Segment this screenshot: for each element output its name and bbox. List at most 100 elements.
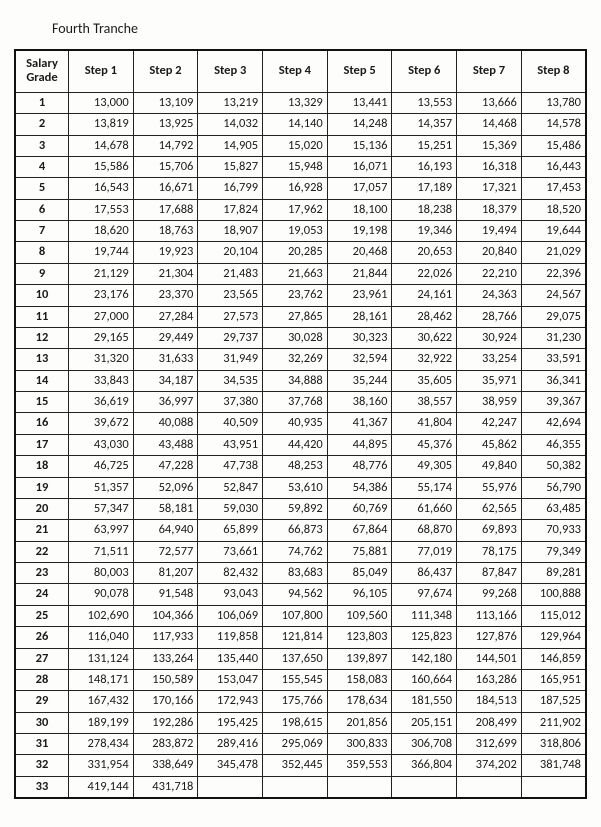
value-cell: 68,870 xyxy=(392,520,457,541)
value-cell: 32,594 xyxy=(327,349,392,370)
value-cell: 163,286 xyxy=(457,669,522,690)
value-cell: 100,888 xyxy=(521,584,586,605)
grade-cell: 12 xyxy=(15,327,69,348)
grade-cell: 9 xyxy=(15,263,69,284)
value-cell: 18,100 xyxy=(327,199,392,220)
value-cell xyxy=(327,776,392,798)
value-cell: 129,964 xyxy=(521,627,586,648)
table-row: 1229,16529,44929,73730,02830,32330,62230… xyxy=(15,327,586,348)
value-cell: 289,416 xyxy=(198,734,263,755)
value-cell: 72,577 xyxy=(133,541,198,562)
value-cell: 144,501 xyxy=(457,648,522,669)
col-step-8: Step 8 xyxy=(521,50,586,92)
value-cell: 29,449 xyxy=(133,327,198,348)
value-cell: 41,804 xyxy=(392,413,457,434)
value-cell: 53,610 xyxy=(263,477,328,498)
value-cell: 70,933 xyxy=(521,520,586,541)
value-cell: 21,029 xyxy=(521,242,586,263)
col-step-2: Step 2 xyxy=(133,50,198,92)
value-cell: 20,104 xyxy=(198,242,263,263)
value-cell: 60,769 xyxy=(327,498,392,519)
value-cell: 24,363 xyxy=(457,285,522,306)
table-row: 28148,171150,589153,047155,545158,083160… xyxy=(15,669,586,690)
value-cell: 116,040 xyxy=(69,627,134,648)
value-cell: 56,790 xyxy=(521,477,586,498)
value-cell: 15,827 xyxy=(198,156,263,177)
table-row: 1536,61936,99737,38037,76838,16038,55738… xyxy=(15,392,586,413)
value-cell: 52,847 xyxy=(198,477,263,498)
value-cell: 14,248 xyxy=(327,114,392,135)
value-cell: 55,976 xyxy=(457,477,522,498)
value-cell: 45,862 xyxy=(457,434,522,455)
value-cell: 48,776 xyxy=(327,456,392,477)
table-row: 617,55317,68817,82417,96218,10018,23818,… xyxy=(15,199,586,220)
table-row: 1023,17623,37023,56523,76223,96124,16124… xyxy=(15,285,586,306)
header-row: Salary Grade Step 1 Step 2 Step 3 Step 4… xyxy=(15,50,586,92)
value-cell: 131,124 xyxy=(69,648,134,669)
value-cell: 34,888 xyxy=(263,370,328,391)
value-cell: 66,873 xyxy=(263,520,328,541)
grade-cell: 22 xyxy=(15,541,69,562)
salary-table: Salary Grade Step 1 Step 2 Step 3 Step 4… xyxy=(14,49,587,799)
table-row: 1433,84334,18734,53534,88835,24435,60535… xyxy=(15,370,586,391)
value-cell: 178,634 xyxy=(327,691,392,712)
table-row: 32331,954338,649345,478352,445359,553366… xyxy=(15,755,586,776)
value-cell: 359,553 xyxy=(327,755,392,776)
value-cell: 17,189 xyxy=(392,178,457,199)
col-step-4: Step 4 xyxy=(263,50,328,92)
value-cell: 125,823 xyxy=(392,627,457,648)
grade-cell: 3 xyxy=(15,135,69,156)
value-cell: 16,928 xyxy=(263,178,328,199)
value-cell xyxy=(521,776,586,798)
value-cell: 35,605 xyxy=(392,370,457,391)
value-cell: 13,553 xyxy=(392,92,457,113)
grade-cell: 11 xyxy=(15,306,69,327)
value-cell: 19,198 xyxy=(327,221,392,242)
value-cell: 115,012 xyxy=(521,605,586,626)
grade-cell: 15 xyxy=(15,392,69,413)
value-cell: 19,744 xyxy=(69,242,134,263)
table-row: 30189,199192,286195,425198,615201,856205… xyxy=(15,712,586,733)
table-row: 27131,124133,264135,440137,650139,897142… xyxy=(15,648,586,669)
value-cell: 18,238 xyxy=(392,199,457,220)
value-cell: 30,622 xyxy=(392,327,457,348)
value-cell: 44,895 xyxy=(327,434,392,455)
grade-cell: 1 xyxy=(15,92,69,113)
value-cell: 29,737 xyxy=(198,327,263,348)
value-cell: 87,847 xyxy=(457,563,522,584)
value-cell: 14,032 xyxy=(198,114,263,135)
table-row: 26116,040117,933119,858121,814123,803125… xyxy=(15,627,586,648)
value-cell: 28,462 xyxy=(392,306,457,327)
value-cell: 15,948 xyxy=(263,156,328,177)
value-cell: 14,792 xyxy=(133,135,198,156)
value-cell: 331,954 xyxy=(69,755,134,776)
table-row: 1743,03043,48843,95144,42044,89545,37645… xyxy=(15,434,586,455)
value-cell: 184,513 xyxy=(457,691,522,712)
grade-cell: 19 xyxy=(15,477,69,498)
grade-cell: 32 xyxy=(15,755,69,776)
table-row: 1127,00027,28427,57327,86528,16128,46228… xyxy=(15,306,586,327)
grade-cell: 2 xyxy=(15,114,69,135)
value-cell: 47,228 xyxy=(133,456,198,477)
value-cell: 96,105 xyxy=(327,584,392,605)
value-cell: 27,865 xyxy=(263,306,328,327)
value-cell: 23,176 xyxy=(69,285,134,306)
value-cell: 15,706 xyxy=(133,156,198,177)
table-row: 25102,690104,366106,069107,800109,560111… xyxy=(15,605,586,626)
value-cell: 17,057 xyxy=(327,178,392,199)
value-cell: 43,488 xyxy=(133,434,198,455)
value-cell: 312,699 xyxy=(457,734,522,755)
value-cell: 29,165 xyxy=(69,327,134,348)
value-cell: 55,174 xyxy=(392,477,457,498)
grade-cell: 18 xyxy=(15,456,69,477)
value-cell: 167,432 xyxy=(69,691,134,712)
value-cell: 33,591 xyxy=(521,349,586,370)
value-cell: 30,028 xyxy=(263,327,328,348)
col-step-7: Step 7 xyxy=(457,50,522,92)
grade-cell: 28 xyxy=(15,669,69,690)
value-cell: 16,671 xyxy=(133,178,198,199)
value-cell: 35,971 xyxy=(457,370,522,391)
grade-cell: 27 xyxy=(15,648,69,669)
value-cell: 27,284 xyxy=(133,306,198,327)
value-cell: 21,483 xyxy=(198,263,263,284)
